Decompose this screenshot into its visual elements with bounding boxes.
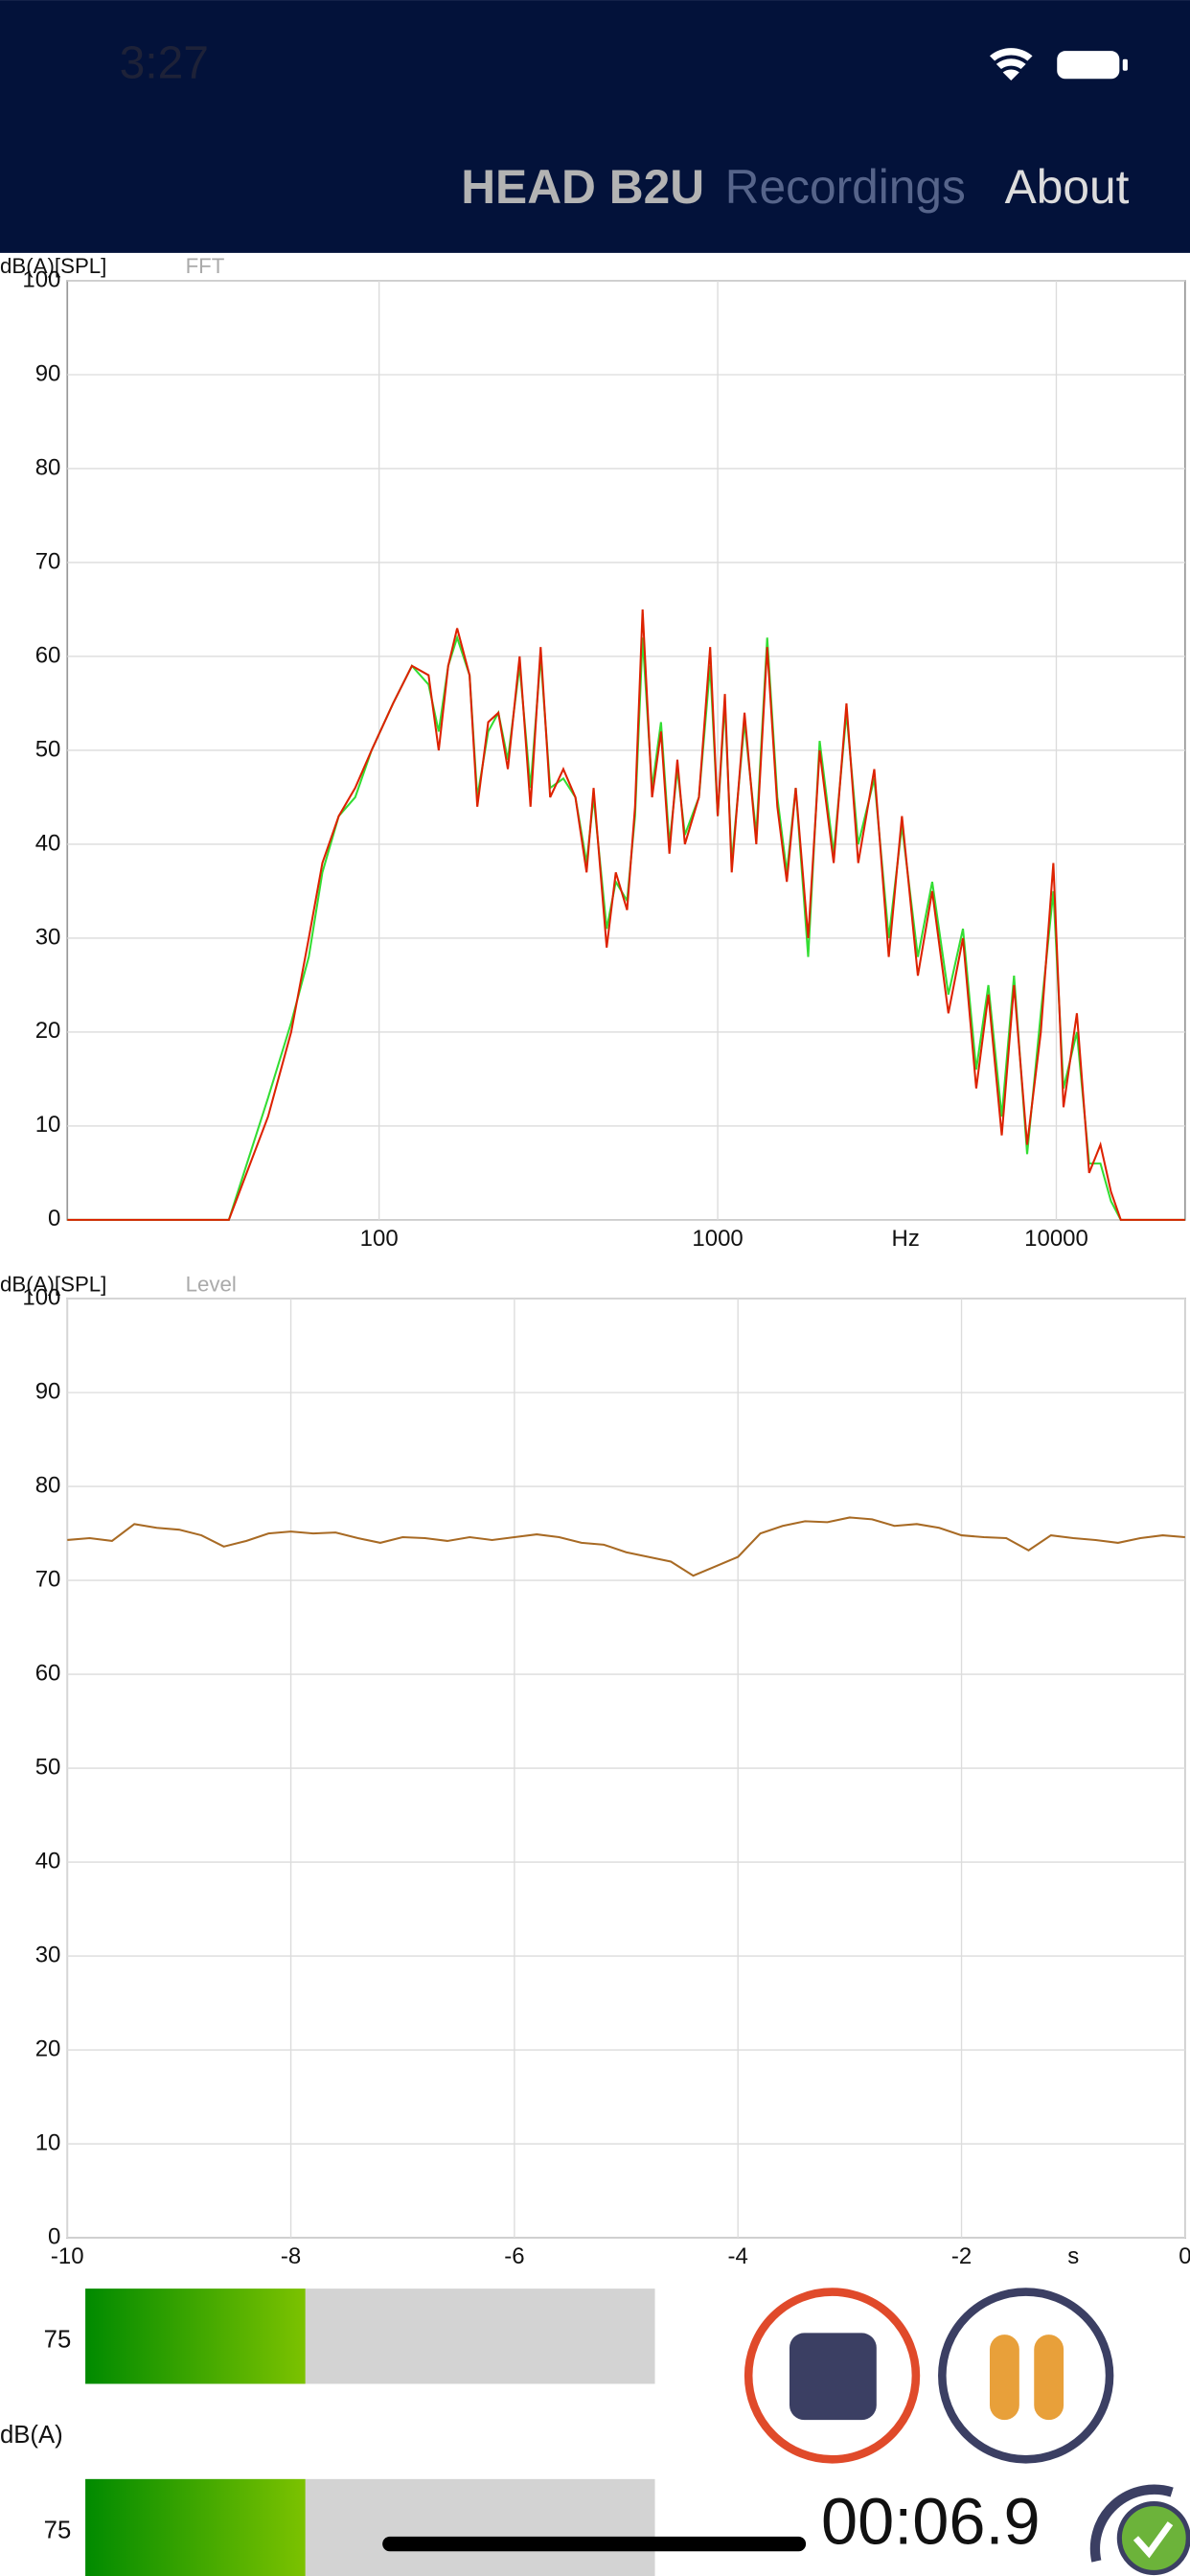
meter-unit: dB(A) bbox=[0, 2422, 63, 2449]
y-tick-label: 70 bbox=[35, 1566, 61, 1592]
y-tick-label: 40 bbox=[35, 830, 61, 856]
nav-tab[interactable]: Recordings bbox=[725, 160, 966, 214]
status-time: 3:27 bbox=[120, 37, 209, 88]
y-tick-label: 20 bbox=[35, 1018, 61, 1044]
y-tick-label: 0 bbox=[48, 1206, 60, 1231]
header bbox=[0, 0, 1190, 253]
y-axis-label: dB(A)[SPL] bbox=[0, 1272, 106, 1296]
y-tick-label: 60 bbox=[35, 642, 61, 668]
wifi-icon bbox=[990, 48, 1033, 81]
chart: dB(A)[SPL] Level 0 10 20 30 40 50 60 70 80 90 100 -10… bbox=[0, 1272, 1190, 2269]
meter-reading: 75 bbox=[44, 2517, 72, 2543]
meter-reading: 75 bbox=[44, 2327, 72, 2354]
nav-tab[interactable]: HEAD B2U bbox=[461, 160, 704, 214]
x-tick-label: -8 bbox=[281, 2243, 301, 2269]
home-indicator bbox=[382, 2536, 807, 2552]
series-line bbox=[67, 609, 1185, 1221]
y-tick-label: 90 bbox=[35, 360, 61, 386]
x-tick-label: 0 bbox=[1179, 2243, 1190, 2269]
x-tick-label: -2 bbox=[951, 2243, 972, 2269]
chart-title: FFT bbox=[186, 254, 225, 278]
meter: 75 bbox=[44, 2288, 655, 2384]
x-axis-label: Hz bbox=[892, 1226, 920, 1252]
y-tick-label: 100 bbox=[22, 1284, 60, 1310]
x-tick-label: -6 bbox=[504, 2243, 524, 2269]
y-axis-label: dB(A)[SPL] bbox=[0, 254, 106, 278]
y-tick-label: 80 bbox=[35, 454, 61, 480]
y-tick-label: 20 bbox=[35, 2036, 61, 2061]
y-tick-label: 70 bbox=[35, 548, 61, 574]
headset-status[interactable] bbox=[1089, 2484, 1190, 2576]
y-tick-label: 80 bbox=[35, 1472, 61, 1498]
y-tick-label: 90 bbox=[35, 1378, 61, 1404]
x-tick-label: -4 bbox=[728, 2243, 748, 2269]
y-tick-label: 0 bbox=[48, 2223, 60, 2249]
battery-icon bbox=[1057, 51, 1120, 80]
timer: 00:06.9 bbox=[821, 2485, 1041, 2559]
x-tick-label: 1000 bbox=[692, 1226, 743, 1252]
y-tick-label: 40 bbox=[35, 1848, 61, 1874]
y-tick-label: 30 bbox=[35, 1942, 61, 1967]
y-tick-label: 10 bbox=[35, 1112, 61, 1138]
x-tick-label: 100 bbox=[360, 1226, 399, 1252]
y-tick-label: 60 bbox=[35, 1660, 61, 1686]
y-tick-label: 50 bbox=[35, 736, 61, 762]
y-tick-label: 50 bbox=[35, 1754, 61, 1780]
battery-tip bbox=[1122, 58, 1128, 71]
y-tick-label: 100 bbox=[22, 266, 60, 292]
stop-button[interactable] bbox=[744, 2288, 921, 2464]
meter-fill bbox=[85, 2478, 306, 2576]
y-tick-label: 30 bbox=[35, 924, 61, 950]
series-line bbox=[67, 1516, 1185, 1577]
meter: 75 bbox=[44, 2478, 655, 2576]
meter-fill bbox=[85, 2288, 306, 2384]
nav-tab[interactable]: About bbox=[1005, 160, 1130, 214]
x-axis-label: s bbox=[1067, 2243, 1079, 2269]
x-tick-label: -10 bbox=[51, 2243, 84, 2269]
y-tick-label: 10 bbox=[35, 2129, 61, 2155]
pause-button[interactable] bbox=[938, 2288, 1114, 2464]
x-tick-label: 10000 bbox=[1024, 1226, 1088, 1252]
chart-title: Level bbox=[186, 1272, 237, 1296]
chart: dB(A)[SPL] FFT 0 10 20 30 40 50 60 70 80 90 100 100 10… bbox=[0, 254, 1186, 1252]
